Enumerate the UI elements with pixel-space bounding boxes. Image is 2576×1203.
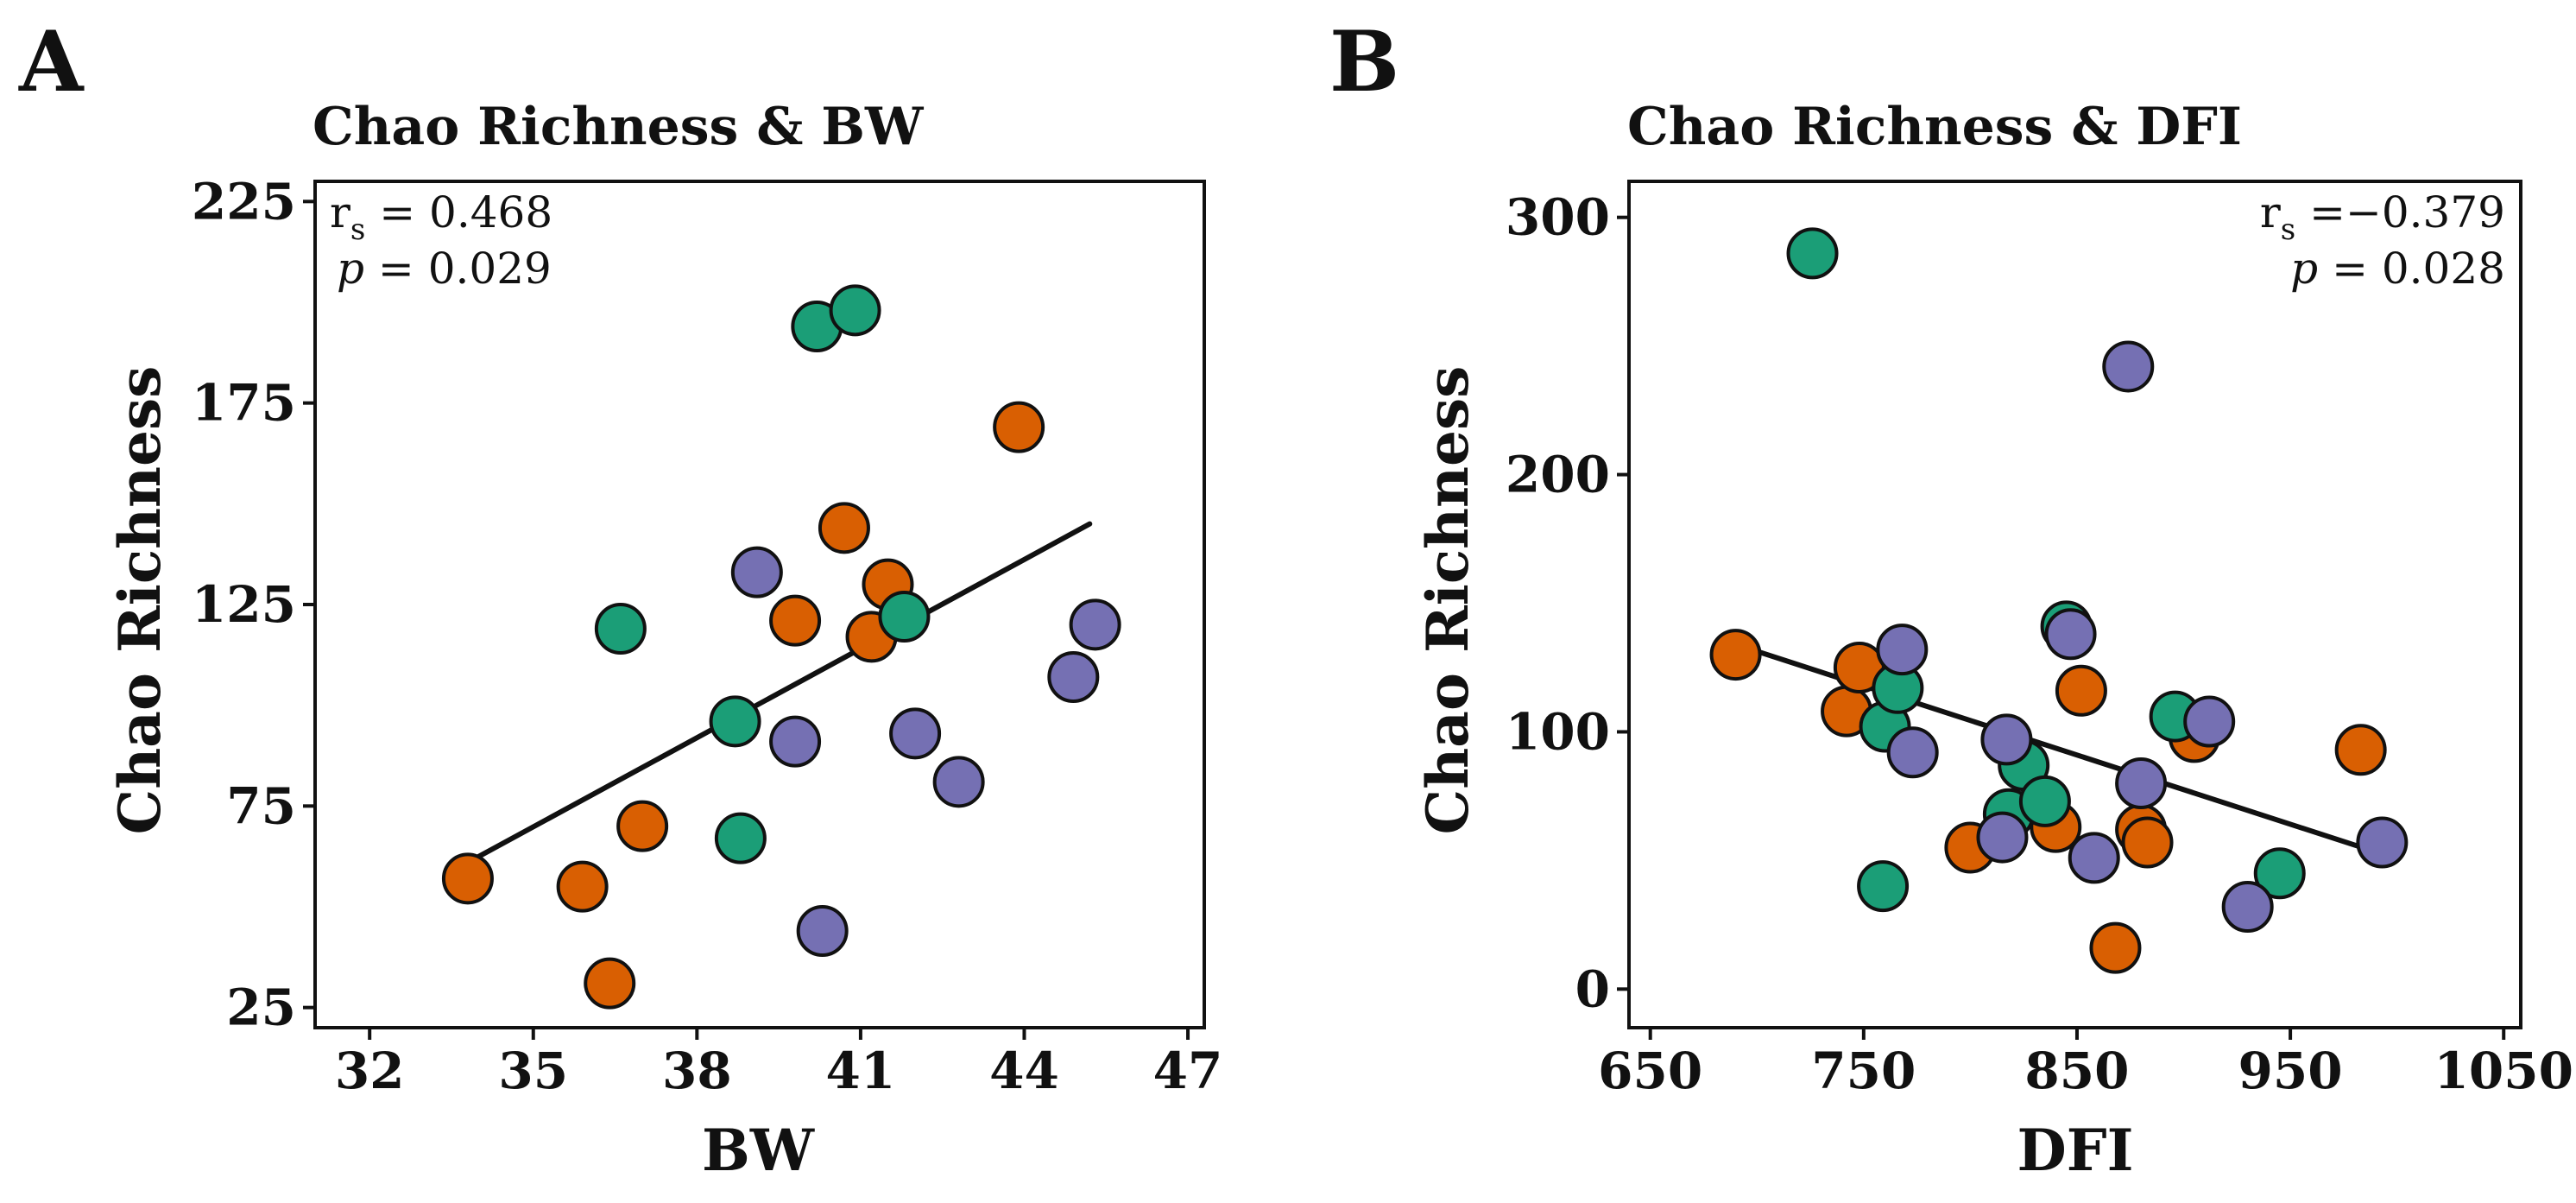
scatter-point-green: [714, 812, 767, 864]
scatter-point-purple: [1069, 598, 1121, 651]
scatter-point-green: [2018, 775, 2071, 827]
panel-a-stat-p: p = 0.029: [337, 244, 552, 294]
scatter-point-orange: [818, 502, 870, 554]
scatter-point-orange: [993, 401, 1045, 453]
panel-a-plot-frame: [313, 180, 1206, 1029]
panel-b-label: B: [1329, 13, 1399, 111]
panel-b-plot-frame: [1627, 180, 2522, 1029]
y-tick-label: 300: [1506, 188, 1610, 247]
scatter-point-orange: [2089, 921, 2142, 974]
scatter-point-orange: [616, 800, 669, 852]
panel-b-x-axis-label: DFI: [2017, 1117, 2134, 1184]
scatter-point-green: [709, 695, 761, 748]
panel-a-trend: [464, 521, 1093, 865]
scatter-point-green: [1786, 227, 1839, 280]
scatter-point-purple: [1976, 811, 2029, 864]
scatter-point-purple: [1876, 624, 1929, 676]
trend-line: [464, 521, 1093, 865]
scatter-point-purple: [889, 707, 942, 760]
y-tick-label: 225: [192, 172, 296, 231]
scatter-point-green: [2253, 847, 2306, 900]
panel-a-stat-r: rs = 0.468: [330, 187, 552, 247]
y-tick-label: 0: [1575, 959, 1610, 1018]
scatter-point-orange: [769, 594, 822, 647]
x-tick-label: 35: [498, 1042, 568, 1100]
panel-a-x-axis-label: BW: [702, 1117, 815, 1184]
scatter-point-green: [594, 603, 647, 655]
panel-a-points: [441, 284, 1121, 1010]
panel-a-label: A: [18, 13, 85, 111]
scatter-point-purple: [2356, 816, 2409, 869]
scatter-point-purple: [1886, 726, 1939, 779]
x-tick-label: 850: [2024, 1042, 2129, 1100]
scatter-point-purple: [2115, 757, 2168, 810]
x-tick-label: 44: [989, 1042, 1059, 1100]
panel-b: B Chao Richness & DFI Chao Richness DFI …: [1329, 13, 2573, 1184]
panel-b-stat-r: rs =−0.379: [2260, 187, 2505, 247]
scatter-point-purple: [730, 546, 783, 598]
x-tick-label: 1050: [2434, 1042, 2573, 1100]
panel-b-stat-p: p = 0.028: [2290, 244, 2505, 294]
scatter-point-purple: [932, 756, 985, 808]
panel-b-points: [1709, 227, 2409, 974]
scatter-point-green: [829, 284, 881, 337]
scatter-point-orange: [441, 852, 494, 905]
panel-a: A Chao Richness & BW Chao Richness BW 32…: [18, 13, 1222, 1184]
panel-b-title: Chao Richness & DFI: [1627, 97, 2242, 157]
scatter-point-purple: [2068, 832, 2120, 884]
x-tick-label: 750: [1811, 1042, 1916, 1100]
scatter-point-green: [878, 591, 931, 643]
scatter-point-purple: [769, 715, 822, 768]
panel-a-title: Chao Richness & BW: [313, 97, 925, 157]
scatter-point-purple: [1047, 651, 1100, 703]
scatter-point-orange: [2055, 664, 2107, 717]
panel-b-y-axis-label: Chao Richness: [1414, 366, 1481, 835]
y-tick-label: 25: [226, 978, 296, 1037]
scatter-point-orange: [2121, 816, 2174, 869]
scatter-point-green: [1857, 860, 1910, 913]
y-tick-label: 125: [192, 575, 296, 634]
x-tick-label: 32: [335, 1042, 405, 1100]
scatter-point-purple: [2102, 340, 2155, 393]
scatter-point-purple: [1980, 713, 2033, 766]
y-tick-label: 175: [192, 374, 296, 433]
x-tick-label: 650: [1598, 1042, 1702, 1100]
scatter-point-purple: [2221, 881, 2274, 933]
x-tick-label: 47: [1153, 1042, 1223, 1100]
y-tick-label: 200: [1506, 446, 1610, 504]
panel-b-ticks: 650 750 850 950 1050 0 100 200 300: [1506, 188, 2573, 1100]
panel-a-y-axis-label: Chao Richness: [106, 366, 174, 835]
scatter-point-purple: [2044, 608, 2097, 661]
panel-a-ticks: 32 35 38 41 44 47 25 75 125 175 225: [192, 172, 1222, 1100]
scatter-point-orange: [584, 957, 636, 1010]
scatter-point-purple: [2183, 695, 2236, 748]
x-tick-label: 38: [662, 1042, 732, 1100]
y-tick-label: 75: [226, 776, 296, 835]
scatter-point-purple: [796, 905, 849, 957]
x-tick-label: 41: [826, 1042, 896, 1100]
scatter-point-orange: [2334, 724, 2387, 776]
y-tick-label: 100: [1506, 702, 1610, 761]
x-tick-label: 950: [2238, 1042, 2343, 1100]
scatter-point-orange: [556, 860, 609, 913]
scatter-point-orange: [1709, 629, 1762, 681]
